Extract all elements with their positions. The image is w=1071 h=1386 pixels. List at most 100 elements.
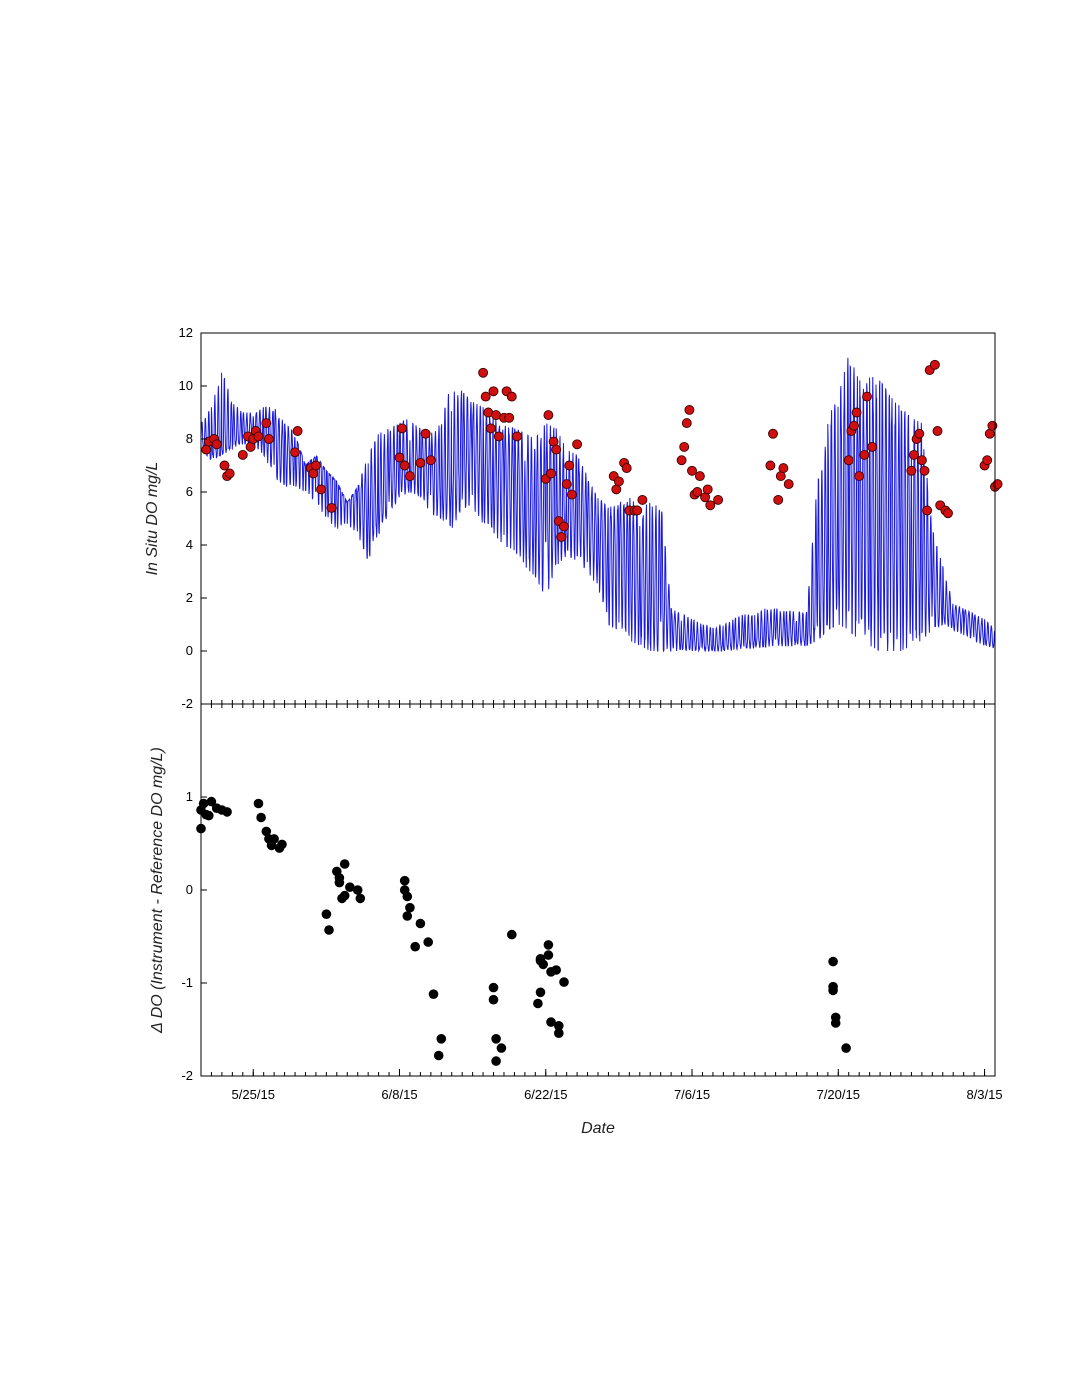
y-tick-label: -2 bbox=[181, 696, 193, 711]
reference-do-point bbox=[862, 391, 872, 402]
delta-do-point bbox=[324, 925, 334, 935]
reference-do-point bbox=[316, 484, 327, 495]
sensor-do-line bbox=[200, 357, 996, 653]
reference-do-point bbox=[292, 426, 303, 436]
reference-do-point bbox=[765, 460, 776, 471]
reference-do-point bbox=[909, 449, 919, 460]
reference-do-point bbox=[551, 444, 562, 455]
delta-do-point bbox=[204, 810, 214, 821]
top-plot-area bbox=[200, 357, 1003, 653]
reference-do-point bbox=[485, 423, 496, 434]
reference-do-point bbox=[561, 479, 572, 490]
bottom-panel: -2 -1 0 1 5/25/15 6/8/15 6/22/15 7/6/15 7/20/15… bbox=[149, 703, 1003, 1137]
reference-do-point bbox=[854, 471, 865, 482]
reference-do-point bbox=[290, 447, 300, 458]
reference-do-point bbox=[692, 487, 703, 497]
delta-do-point bbox=[488, 994, 499, 1005]
top-x-ticks bbox=[200, 700, 996, 704]
delta-do-point bbox=[405, 902, 415, 913]
reference-do-point bbox=[559, 521, 569, 532]
delta-do-point bbox=[543, 940, 554, 950]
bottom-plot-frame bbox=[200, 703, 996, 1077]
y-tick-label: 0 bbox=[186, 882, 193, 897]
delta-do-point bbox=[269, 834, 279, 844]
reference-do-point bbox=[512, 431, 522, 442]
delta-do-point bbox=[339, 859, 350, 869]
reference-do-point bbox=[404, 471, 415, 482]
reference-do-point bbox=[237, 449, 248, 460]
reference-do-point bbox=[768, 428, 778, 439]
delta-do-point bbox=[321, 909, 332, 919]
reference-do-point bbox=[637, 494, 648, 505]
delta-do-point bbox=[828, 985, 838, 996]
top-y-axis: -2 0 2 4 6 8 10 12 bbox=[179, 325, 207, 711]
x-tick-label: 7/20/15 bbox=[817, 1087, 860, 1102]
reference-do-point bbox=[773, 494, 784, 505]
reference-do-point bbox=[478, 367, 489, 378]
reference-do-point bbox=[679, 441, 690, 452]
delta-do-point bbox=[491, 1034, 501, 1044]
reference-do-point bbox=[488, 386, 499, 397]
delta-do-point bbox=[554, 1021, 564, 1031]
delta-do-point bbox=[423, 937, 434, 947]
reference-do-point bbox=[556, 532, 567, 542]
delta-do-point bbox=[399, 875, 410, 886]
reference-do-point bbox=[943, 508, 953, 519]
reference-do-point bbox=[681, 418, 692, 429]
reference-do-point bbox=[867, 441, 878, 452]
y-tick-label: -1 bbox=[181, 975, 193, 990]
reference-do-point bbox=[506, 391, 517, 402]
delta-do-point bbox=[345, 882, 355, 892]
reference-do-point bbox=[504, 412, 515, 423]
reference-do-point bbox=[425, 455, 436, 466]
reference-do-point bbox=[851, 407, 862, 418]
reference-do-point bbox=[261, 418, 272, 429]
bottom-y-axis: -2 -1 0 1 bbox=[181, 789, 207, 1083]
bottom-y-axis-title: Δ DO (Instrument - Reference DO mg/L) bbox=[149, 747, 166, 1034]
reference-do-point bbox=[859, 449, 870, 460]
reference-do-point bbox=[702, 484, 713, 495]
reference-do-point bbox=[397, 423, 408, 434]
y-tick-label: 2 bbox=[186, 590, 193, 605]
reference-do-point bbox=[632, 505, 643, 516]
delta-do-point bbox=[352, 885, 363, 895]
bottom-plot-area bbox=[196, 796, 851, 1066]
y-tick-label: 8 bbox=[186, 431, 193, 446]
delta-do-point bbox=[841, 1043, 851, 1053]
x-tick-label: 6/22/15 bbox=[524, 1087, 567, 1102]
top-panel: -2 0 2 4 6 8 10 12 In Situ DO mg/L bbox=[144, 325, 1003, 711]
reference-do-point bbox=[713, 494, 724, 505]
reference-do-point bbox=[399, 460, 410, 471]
reference-do-point bbox=[982, 455, 993, 466]
delta-do-point bbox=[535, 987, 546, 998]
reference-do-point bbox=[394, 452, 405, 463]
y-tick-label: 10 bbox=[179, 378, 193, 393]
reference-do-point bbox=[546, 468, 556, 479]
reference-do-point bbox=[914, 428, 925, 439]
delta-do-point bbox=[546, 1017, 556, 1027]
reference-do-point bbox=[420, 428, 431, 439]
delta-do-point bbox=[415, 918, 426, 929]
reference-do-point bbox=[263, 434, 274, 444]
delta-do-point bbox=[830, 1018, 841, 1028]
reference-do-point bbox=[676, 455, 687, 466]
reference-do-point bbox=[916, 455, 927, 466]
delta-do-point bbox=[334, 877, 345, 888]
y-tick-label: 0 bbox=[186, 643, 193, 658]
reference-do-point bbox=[987, 420, 998, 431]
delta-do-point bbox=[488, 982, 499, 993]
reference-do-point bbox=[211, 439, 222, 450]
delta-do-point bbox=[554, 1028, 564, 1038]
delta-do-point bbox=[206, 796, 217, 807]
reference-do-point bbox=[310, 460, 321, 471]
delta-do-point bbox=[339, 890, 350, 901]
reference-do-point bbox=[566, 489, 577, 500]
reference-do-point bbox=[224, 468, 235, 479]
reference-do-point bbox=[705, 500, 716, 511]
reference-do-point bbox=[783, 479, 794, 490]
delta-do-point bbox=[253, 798, 264, 809]
reference-do-point bbox=[919, 465, 930, 476]
delta-do-point bbox=[538, 959, 548, 970]
reference-do-point bbox=[613, 476, 624, 487]
delta-do-point bbox=[533, 998, 543, 1009]
